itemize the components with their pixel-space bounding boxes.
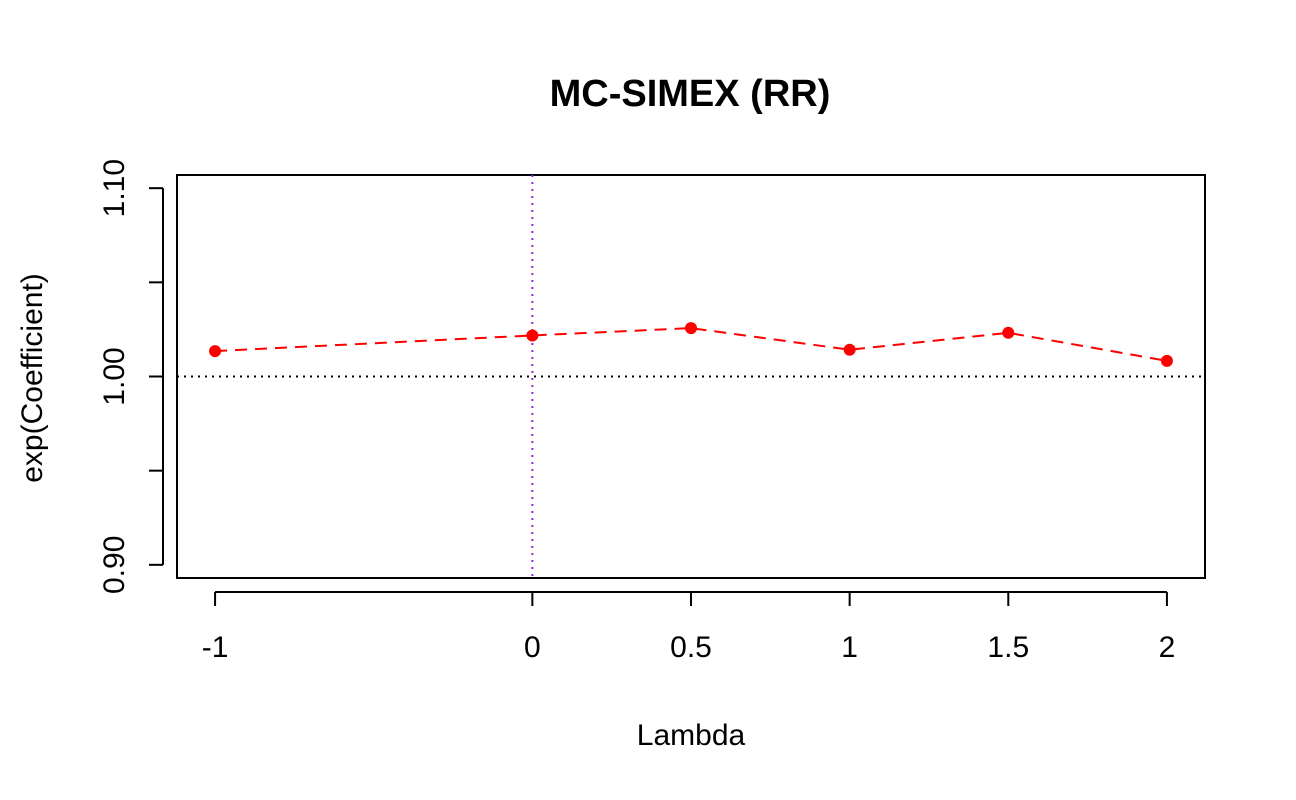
x-tick-label: 0 xyxy=(524,631,541,664)
x-tick-label: 2 xyxy=(1159,631,1176,664)
data-point xyxy=(526,329,539,342)
data-point xyxy=(843,343,856,356)
x-tick-label: -1 xyxy=(202,631,229,664)
x-axis-label: Lambda xyxy=(637,719,746,752)
x-tick-label: 0.5 xyxy=(670,631,712,664)
chart-title: MC-SIMEX (RR) xyxy=(550,73,831,115)
plot-area xyxy=(176,174,1206,579)
x-tick-label: 1.5 xyxy=(987,631,1029,664)
data-point xyxy=(209,345,222,358)
series-line xyxy=(215,327,1168,362)
y-tick-label: 1.00 xyxy=(98,347,131,405)
x-tick-label: 1 xyxy=(841,631,858,664)
data-point xyxy=(685,322,697,335)
data-point xyxy=(1160,354,1173,367)
y-axis: 0.90 1.00 1.10 xyxy=(98,159,164,594)
x-axis: -1 0 0.5 1 1.5 2 xyxy=(202,591,1176,664)
y-tick-label: 0.90 xyxy=(98,536,131,594)
y-tick-label: 1.10 xyxy=(98,159,131,217)
data-point xyxy=(1002,326,1015,339)
y-axis-label: exp(Coefficient) xyxy=(16,273,49,483)
